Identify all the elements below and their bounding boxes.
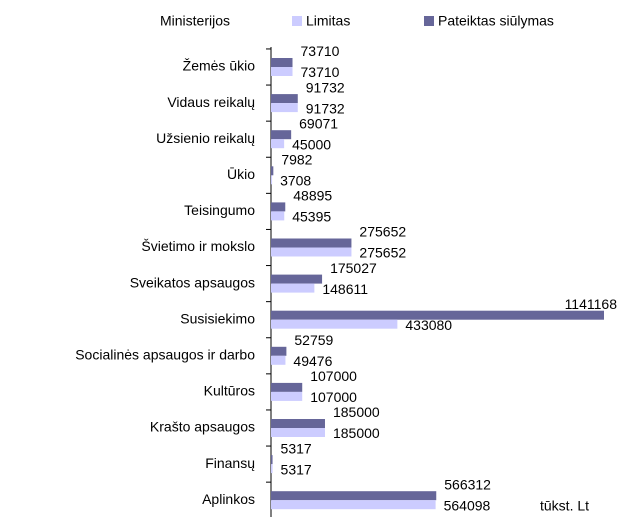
value-label: 52759 [294,332,333,348]
value-label: 275652 [359,224,406,240]
bar [271,346,287,356]
bar [271,166,274,176]
bar [271,130,292,140]
category-label: Vidaus reikalų [167,94,255,110]
value-label: 73710 [301,64,340,80]
category-label: Finansų [205,455,255,471]
value-label: 45395 [292,209,331,225]
value-label: 275652 [359,245,406,261]
bar [271,67,293,76]
value-label: 48895 [293,188,332,204]
bar [271,274,323,284]
category-label: Aplinkos [202,491,255,507]
bar [271,310,604,320]
bar [271,391,303,401]
value-label: 69071 [299,115,338,131]
unit-label: tūkst. Lt [540,498,589,514]
bar [271,238,352,248]
legend-swatch [424,16,434,26]
value-label: 7982 [281,152,312,168]
bar [271,202,286,212]
value-label: 185000 [333,425,380,441]
category-label: Žemės ūkio [183,58,256,74]
value-label: 73710 [301,43,340,59]
category-label: Socialinės apsaugos ir darbo [75,347,255,363]
category-label: Ūkio [227,166,255,182]
value-label: 564098 [444,497,491,513]
value-label: 1141168 [565,296,618,312]
bar [271,382,303,392]
category-label: Krašto apsaugos [150,419,255,435]
value-label: 45000 [292,136,331,152]
bar [271,58,293,67]
legend-swatch [292,16,302,26]
legend-label: Pateiktas siūlymas [438,13,554,29]
bar [271,283,315,293]
value-label: 49476 [293,353,332,369]
category-label: Užsienio reikalų [156,130,255,146]
bar [271,247,352,257]
value-label: 5317 [281,461,312,477]
bar [271,464,273,474]
value-label: 91732 [306,79,345,95]
bar [271,103,298,113]
bar [271,491,437,501]
bar [271,94,298,104]
value-label: 3708 [280,173,311,189]
value-label: 91732 [306,100,345,116]
category-label: Sveikatos apsaugos [130,274,255,290]
value-label: 107000 [310,368,357,384]
value-label: 433080 [405,317,452,333]
bar [271,319,398,329]
bar [271,139,285,149]
bar [271,500,436,510]
category-label: Kultūros [204,383,255,399]
axis-title: Ministerijos [160,13,230,29]
category-label: Teisingumo [184,202,255,218]
value-label: 107000 [310,389,357,405]
value-label: 148611 [322,281,368,297]
value-label: 185000 [333,404,380,420]
category-label: Susisiekimo [180,310,255,326]
value-label: 5317 [281,440,312,456]
bar [271,419,325,428]
bar [271,455,273,465]
bar [271,355,286,365]
value-label: 566312 [444,476,491,492]
legend-label: Limitas [306,13,350,29]
bar [271,175,273,185]
bar [271,211,285,221]
value-label: 175027 [330,260,377,276]
bar [271,428,325,437]
category-label: Švietimo ir mokslo [141,238,255,254]
